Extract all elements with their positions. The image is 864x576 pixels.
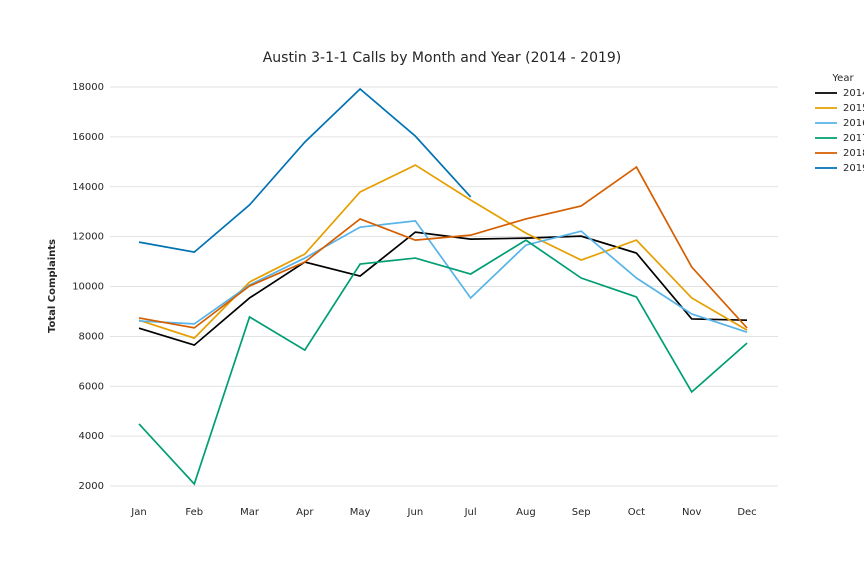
series-line: [138, 164, 748, 340]
x-tick-label: Aug: [516, 507, 536, 518]
series-line: [138, 239, 748, 486]
y-tick-label: 10000: [72, 282, 104, 293]
legend-label: 2016: [843, 118, 864, 129]
x-tick-label: Nov: [682, 507, 702, 518]
series-line: [138, 87, 472, 253]
legend-label: 2018: [843, 148, 864, 159]
x-tick-label: May: [350, 507, 371, 518]
y-tick-label: 16000: [72, 132, 104, 143]
x-tick-label: Feb: [185, 507, 203, 518]
y-tick-label: 2000: [79, 481, 104, 492]
x-tick-label: Sep: [572, 507, 591, 518]
x-tick-label: Jun: [407, 507, 424, 518]
x-tick-label: Jan: [130, 507, 146, 518]
x-tick-label: Mar: [240, 507, 260, 518]
y-tick-label: 6000: [79, 381, 104, 392]
legend-label: 2019: [843, 163, 864, 174]
series-line: [138, 220, 748, 333]
y-tick-label: 14000: [72, 182, 104, 193]
y-tick-label: 8000: [79, 331, 104, 342]
series-line: [138, 231, 748, 347]
x-tick-label: Dec: [737, 507, 756, 518]
chart-title: Austin 3-1-1 Calls by Month and Year (20…: [263, 50, 622, 66]
legend-label: 2017: [843, 133, 864, 144]
series-line: [138, 165, 748, 329]
y-axis-label: Total Complaints: [47, 239, 58, 333]
y-tick-label: 4000: [79, 431, 104, 442]
y-tick-label: 12000: [72, 232, 104, 243]
x-tick-label: Oct: [628, 507, 645, 518]
legend-label: 2015: [843, 103, 864, 114]
y-tick-label: 18000: [72, 82, 104, 93]
legend-title: Year: [831, 73, 854, 84]
x-tick-label: Apr: [296, 507, 314, 518]
x-tick-label: Jul: [464, 507, 477, 518]
legend-label: 2014: [843, 88, 864, 99]
